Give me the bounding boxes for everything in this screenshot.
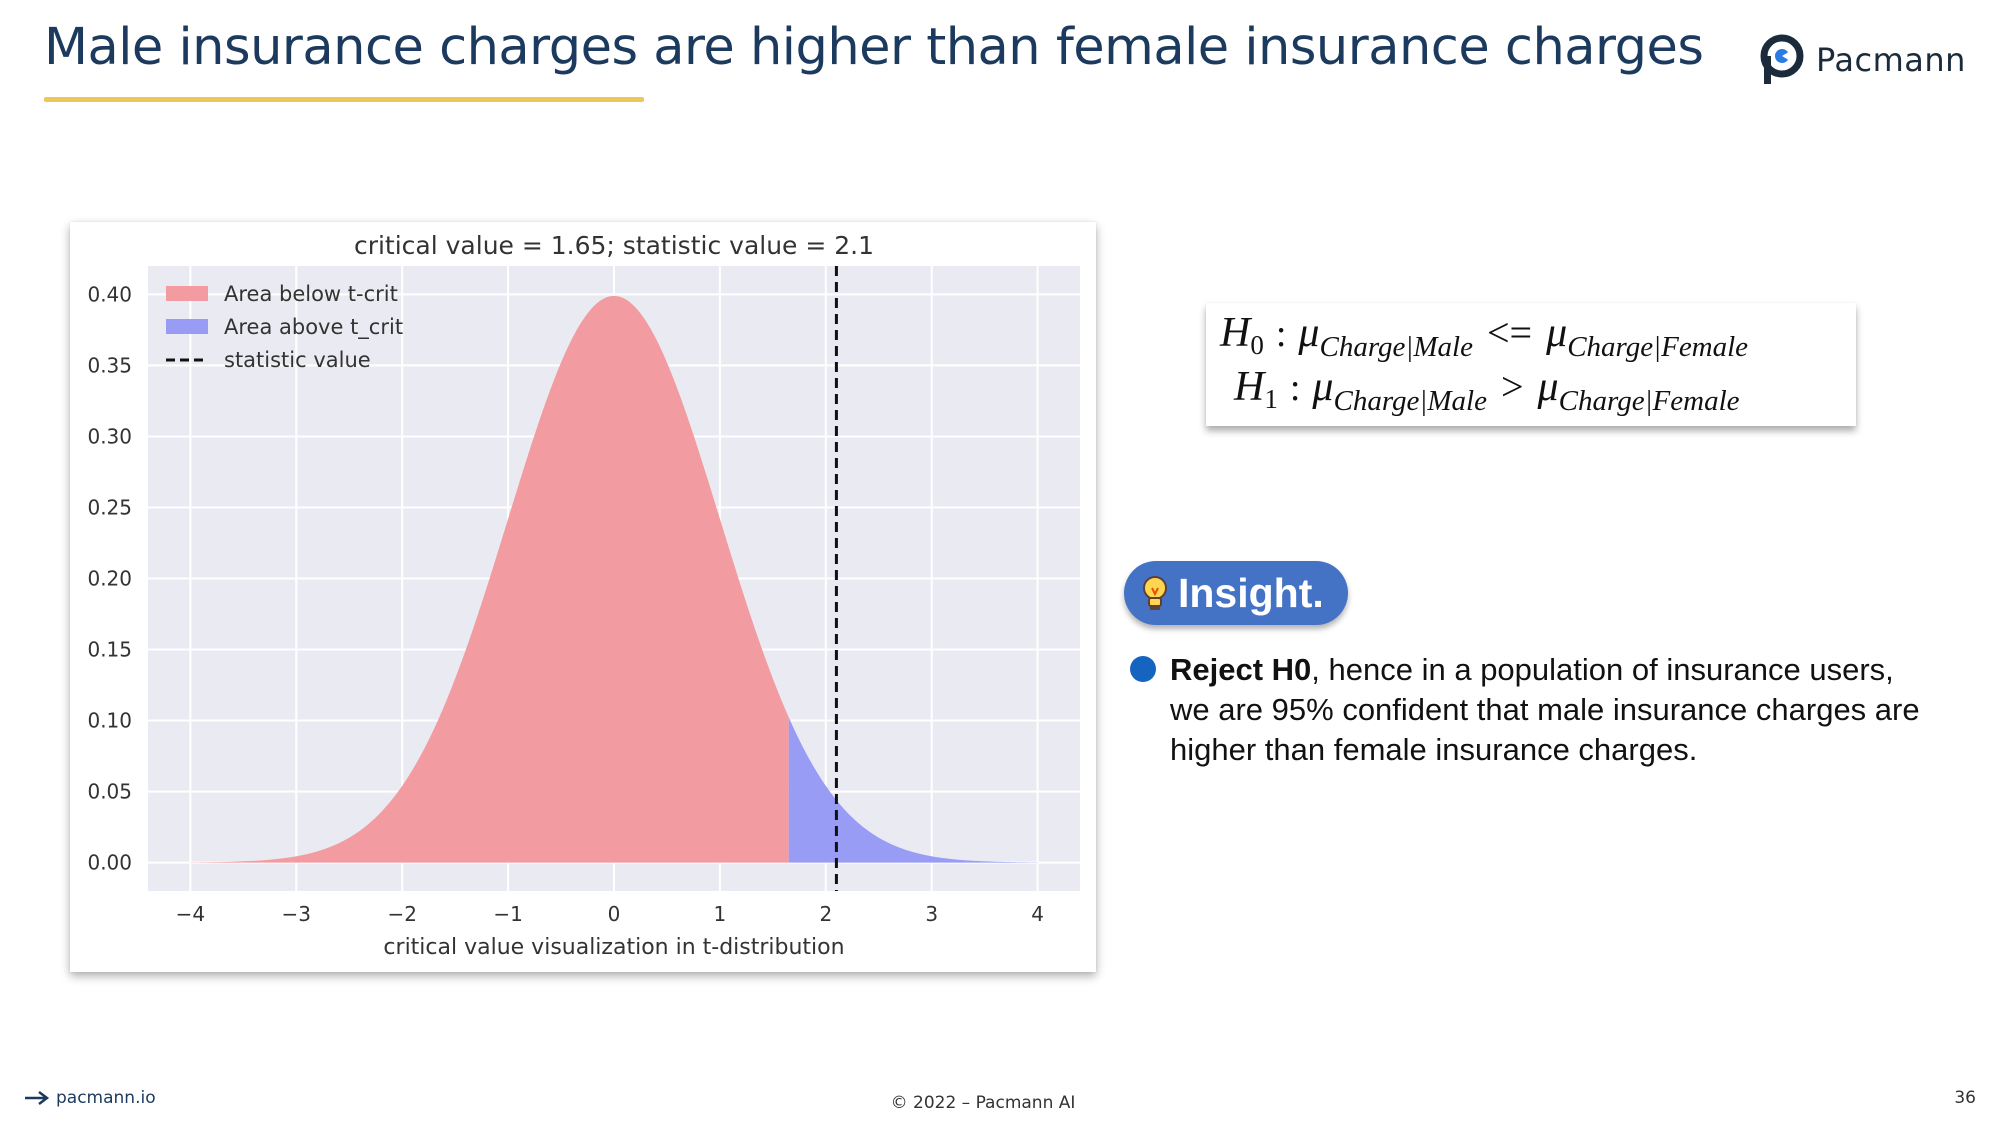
hypotheses-box: H0: μCharge|Male <= μCharge|Female H1: μChar…	[1206, 303, 1856, 426]
chart-title: critical value = 1.65; statistic value =…	[354, 231, 874, 260]
h0-lhs: μCharge|Male	[1298, 310, 1473, 363]
null-hypothesis: H0: μCharge|Male <= μCharge|Female	[1220, 310, 1749, 363]
h1-lhs: μCharge|Male	[1312, 364, 1487, 417]
area-series	[190, 295, 1038, 863]
footer-website: pacmann.io	[56, 1088, 156, 1108]
bullet-icon	[1130, 656, 1156, 682]
insight-bold: Reject H0	[1170, 652, 1312, 687]
x-tick-label: 2	[819, 902, 832, 926]
chart-legend: Area below t-crit Area above t_critstatis…	[166, 282, 403, 372]
h1-symbol: H1	[1234, 364, 1278, 414]
x-tick-label: −2	[387, 902, 416, 926]
legend-label: Area above t_crit	[224, 315, 403, 340]
h1-operator: >	[1500, 364, 1524, 409]
y-tick-label: 0.30	[87, 424, 132, 448]
y-tick-label: 0.10	[87, 709, 132, 733]
x-tick-label: 1	[714, 902, 727, 926]
t-distribution-chart: critical value = 1.65; statistic value =…	[87, 231, 1080, 960]
h1-rhs: μCharge|Female	[1537, 364, 1740, 417]
area-area-above-t-crit	[788, 717, 1038, 863]
lightbulb-icon	[1143, 576, 1167, 610]
footer-website-link[interactable]: pacmann.io	[24, 1088, 156, 1108]
y-tick-label: 0.00	[87, 851, 132, 875]
page-number: 36	[1954, 1088, 1976, 1108]
h0-rhs: μCharge|Female	[1546, 310, 1749, 363]
x-tick-label: −4	[176, 902, 205, 926]
h0-symbol: H0	[1220, 310, 1264, 360]
x-tick-label: −3	[282, 902, 311, 926]
legend-label: statistic value	[224, 348, 371, 372]
x-axis-label: critical value visualization in t-distri…	[383, 935, 844, 960]
y-tick-label: 0.35	[87, 353, 132, 377]
x-tick-label: 0	[608, 902, 621, 926]
legend-swatch	[166, 286, 208, 301]
legend-label: Area below t-crit	[224, 282, 398, 306]
legend-swatch	[166, 319, 208, 334]
title-underline	[44, 97, 644, 102]
x-tick-label: 3	[925, 902, 938, 926]
y-tick-label: 0.25	[87, 495, 132, 519]
x-tick-label: −1	[493, 902, 522, 926]
footer-copyright: © 2022 – Pacmann AI	[890, 1093, 1076, 1113]
insight-body: , hence in a population of insurance use…	[1170, 652, 1920, 767]
y-tick-label: 0.20	[87, 567, 132, 591]
brand-logo: Pacmann	[1760, 34, 1966, 86]
x-tick-label: 4	[1031, 902, 1044, 926]
h0-operator: <=	[1486, 310, 1533, 355]
pacmann-logo-icon	[1760, 34, 1804, 84]
insight-text: Reject H0, hence in a population of insu…	[1170, 650, 1930, 770]
tick-labels: −4 −3 −2 −1 0 1 2 3 4 0.00 0.05 0.10 0.15 0.20 0.25 0.3…	[87, 282, 1044, 926]
area-area-below-t-crit	[190, 295, 789, 863]
y-tick-label: 0.05	[87, 780, 132, 804]
y-tick-label: 0.40	[87, 282, 132, 306]
insight-badge: Insight.	[1124, 561, 1348, 625]
arrow-right-icon	[25, 1091, 50, 1105]
alternative-hypothesis: H1: μCharge|Male > μCharge|Female	[1234, 364, 1740, 417]
chart-card: critical value = 1.65; statistic value =…	[70, 222, 1096, 972]
slide-title: Male insurance charges are higher than f…	[44, 18, 1704, 77]
y-tick-label: 0.15	[87, 638, 132, 662]
insight-label: Insight.	[1178, 569, 1324, 616]
brand-name: Pacmann	[1816, 41, 1966, 79]
